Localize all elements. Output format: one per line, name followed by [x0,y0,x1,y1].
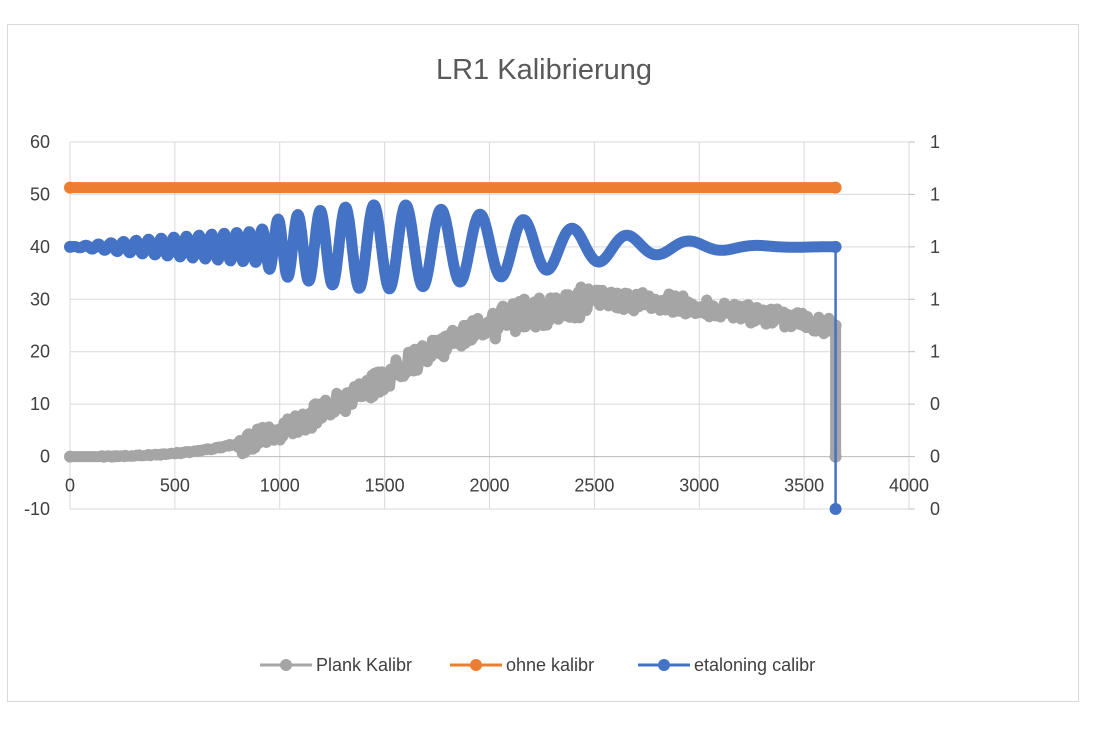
x-tick-label: 3500 [784,476,824,496]
legend-marker [470,659,482,671]
x-tick-label: 4000 [889,476,929,496]
y-tick-label: -10 [24,499,50,519]
x-tick-label: 0 [65,476,75,496]
x-tick-label: 3000 [679,476,719,496]
series-marker-plank-kalibr [64,450,76,463]
x-tick-label: 2500 [574,476,614,496]
series-marker-etaloning-calibr [829,240,842,253]
legend-label: etaloning calibr [694,655,815,675]
series-marker-ohne-kalibr [829,181,842,194]
y-tick-label: 40 [30,237,50,257]
y2-tick-label: 1 [930,237,940,257]
chart-area: LR1 Kalibrierung 60 50 40 30 20 10 0 -10 1 1 1 1 1 0 0… [7,24,1079,702]
x-tick-label: 2000 [469,476,509,496]
y2-tick-label: 0 [930,394,940,414]
series-marker-etaloning-calibr [64,240,76,253]
x-tick-label: 1000 [260,476,300,496]
series-line-plank-kalibr [64,281,842,463]
y2-tick-label: 1 [930,132,940,152]
legend-label: Plank Kalibr [316,655,412,675]
y2-tick-label: 1 [930,289,940,309]
chart-title: LR1 Kalibrierung [436,54,652,86]
y2-tick-label: 0 [930,447,940,467]
y-tick-label: 0 [40,447,50,467]
legend: Plank Kalibr ohne kalibr etaloning calibr [260,655,815,675]
y-tick-label: 50 [30,184,50,204]
y-tick-label: 10 [30,394,50,414]
legend-marker [280,659,292,671]
chart-svg: LR1 Kalibrierung 6050403020100-101111100… [24,54,940,675]
legend-label: ohne kalibr [506,655,594,675]
x-tick-label: 1500 [365,476,405,496]
y2-tick-label: 0 [930,499,940,519]
series-group [64,181,842,515]
y-tick-label: 20 [30,342,50,362]
series-line-etaloning-calibr [64,199,842,295]
legend-marker [658,659,670,671]
y-tick-label: 60 [30,132,50,152]
y2-tick-label: 1 [930,184,940,204]
y-tick-label: 30 [30,289,50,309]
x-tick-label: 500 [160,476,190,496]
series-marker-etaloning-calibr [829,503,842,515]
series-marker-ohne-kalibr [64,181,76,194]
y2-tick-label: 1 [930,342,940,362]
